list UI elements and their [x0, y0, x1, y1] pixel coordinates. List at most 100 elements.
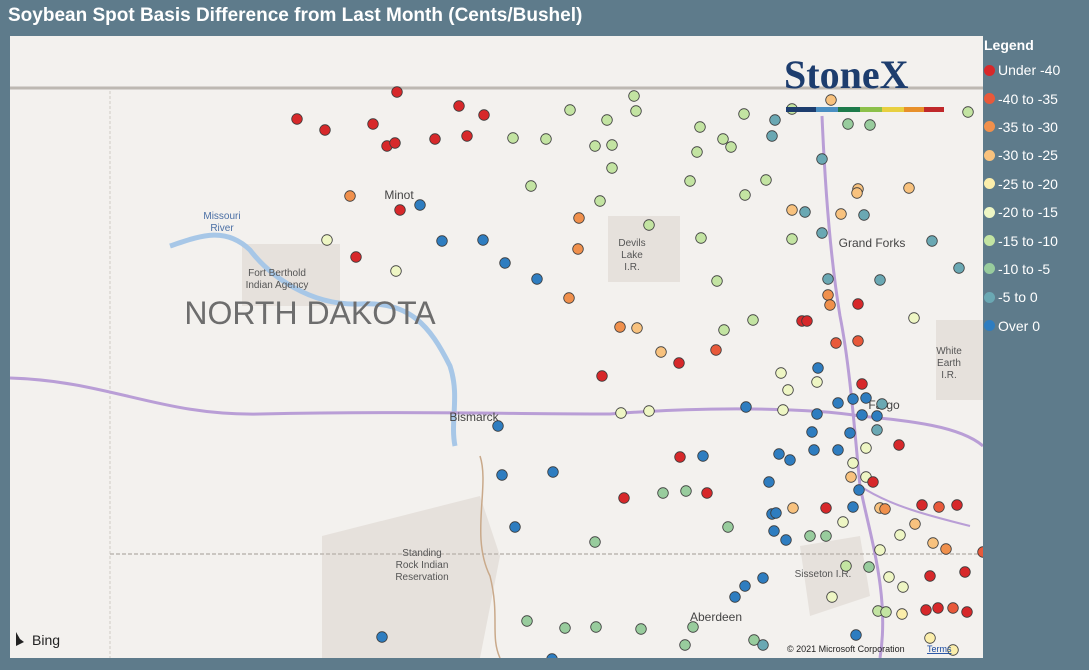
- basis-dot: [947, 644, 959, 656]
- basis-dot: [739, 580, 751, 592]
- basis-dot: [389, 137, 401, 149]
- place-label: Grand Forks: [839, 236, 906, 250]
- basis-dot: [896, 608, 908, 620]
- basis-dot: [606, 139, 618, 151]
- basis-dot: [701, 487, 713, 499]
- basis-dot: [858, 209, 870, 221]
- basis-dot: [291, 113, 303, 125]
- basis-dot: [933, 501, 945, 513]
- basis-dot: [547, 466, 559, 478]
- basis-dot: [711, 275, 723, 287]
- basis-dot: [871, 410, 883, 422]
- legend-swatch: [984, 121, 995, 133]
- basis-dot: [760, 174, 772, 186]
- basis-dot: [853, 484, 865, 496]
- basis-dot: [851, 187, 863, 199]
- basis-dot: [874, 274, 886, 286]
- terms-link[interactable]: Terms: [927, 644, 952, 654]
- place-label: Minot: [384, 188, 414, 202]
- basis-dot: [691, 146, 703, 158]
- basis-dot: [812, 362, 824, 374]
- basis-dot: [757, 639, 769, 651]
- basis-dot: [697, 450, 709, 462]
- basis-dot: [830, 337, 842, 349]
- legend-swatch: [984, 93, 995, 105]
- basis-dot: [920, 604, 932, 616]
- map: Minot Bismarck Grand Forks Fargo Aberdee…: [10, 36, 983, 658]
- basis-dot: [832, 444, 844, 456]
- basis-dot: [390, 265, 402, 277]
- basis-dot: [953, 262, 965, 274]
- basis-dot: [606, 162, 618, 174]
- legend-swatch: [984, 291, 995, 303]
- area-label: Devils: [618, 238, 645, 249]
- basis-dot: [596, 370, 608, 382]
- basis-dot: [461, 130, 473, 142]
- basis-dot: [589, 536, 601, 548]
- basis-dot: [680, 485, 692, 497]
- logo: StoneX: [784, 52, 909, 97]
- basis-dot: [507, 132, 519, 144]
- legend-swatch: [984, 320, 995, 332]
- basis-dot: [775, 367, 787, 379]
- basis-dot: [635, 623, 647, 635]
- basis-dot: [947, 602, 959, 614]
- basis-dot: [740, 401, 752, 413]
- basis-dot: [804, 530, 816, 542]
- basis-dot: [822, 273, 834, 285]
- basis-dot: [559, 622, 571, 634]
- basis-dot: [926, 235, 938, 247]
- basis-dot: [521, 615, 533, 627]
- basis-dot: [563, 292, 575, 304]
- basis-dot: [909, 518, 921, 530]
- basis-dot: [722, 521, 734, 533]
- basis-dot: [394, 204, 406, 216]
- basis-dot: [631, 322, 643, 334]
- basis-dot: [816, 153, 828, 165]
- basis-dot: [748, 634, 760, 646]
- basis-dot: [924, 570, 936, 582]
- basis-dot: [845, 471, 857, 483]
- basis-dot: [852, 298, 864, 310]
- basis-dot: [860, 392, 872, 404]
- basis-dot: [864, 119, 876, 131]
- basis-dot: [927, 537, 939, 549]
- basis-dot: [525, 180, 537, 192]
- basis-dot: [729, 591, 741, 603]
- legend-item: -35 to -30: [984, 113, 1089, 141]
- legend-label: -30 to -25: [998, 147, 1058, 164]
- legend-swatch: [984, 178, 995, 190]
- basis-dot: [847, 393, 859, 405]
- basis-dot: [826, 591, 838, 603]
- basis-dot: [860, 442, 872, 454]
- basis-dot: [436, 235, 448, 247]
- basis-dot: [717, 133, 729, 145]
- basis-dot: [940, 543, 952, 555]
- legend-swatch: [984, 149, 995, 161]
- legend-title: Legend: [984, 37, 1034, 53]
- basis-dot: [710, 344, 722, 356]
- basis-dot: [496, 469, 508, 481]
- basis-dot: [897, 581, 909, 593]
- basis-dot: [573, 212, 585, 224]
- basis-dot: [738, 108, 750, 120]
- area-label: Earth: [937, 358, 961, 369]
- logo-bar: [786, 107, 944, 112]
- basis-dot: [572, 243, 584, 255]
- basis-dot: [657, 487, 669, 499]
- basis-dot: [916, 499, 928, 511]
- basis-dot: [643, 405, 655, 417]
- basis-dot: [673, 357, 685, 369]
- legend-label: -35 to -30: [998, 118, 1058, 135]
- basis-dot: [856, 409, 868, 421]
- basis-dot: [806, 426, 818, 438]
- basis-dot: [694, 121, 706, 133]
- basis-dot: [799, 206, 811, 218]
- basis-dot: [780, 534, 792, 546]
- basis-dot: [492, 420, 504, 432]
- legend-item: -20 to -15: [984, 198, 1089, 226]
- legend-label: -20 to -15: [998, 204, 1058, 221]
- basis-dot: [531, 273, 543, 285]
- basis-dot: [863, 561, 875, 573]
